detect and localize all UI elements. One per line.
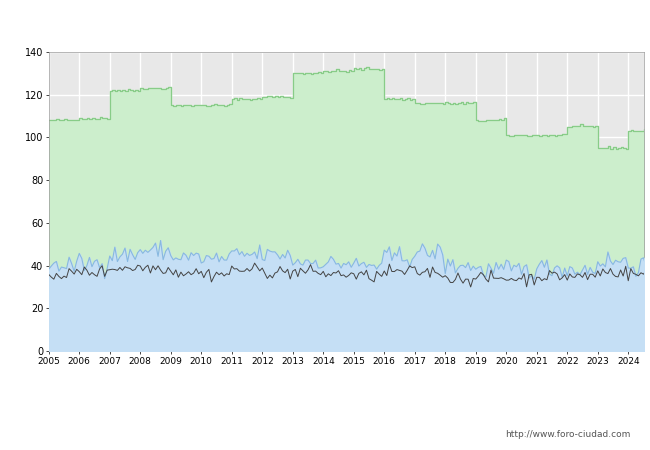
Text: http://www.foro-ciudad.com: http://www.foro-ciudad.com: [505, 430, 630, 439]
Text: Villamayor de los Montes - Evolucion de la poblacion en edad de Trabajar Mayo de: Villamayor de los Montes - Evolucion de …: [79, 16, 571, 27]
